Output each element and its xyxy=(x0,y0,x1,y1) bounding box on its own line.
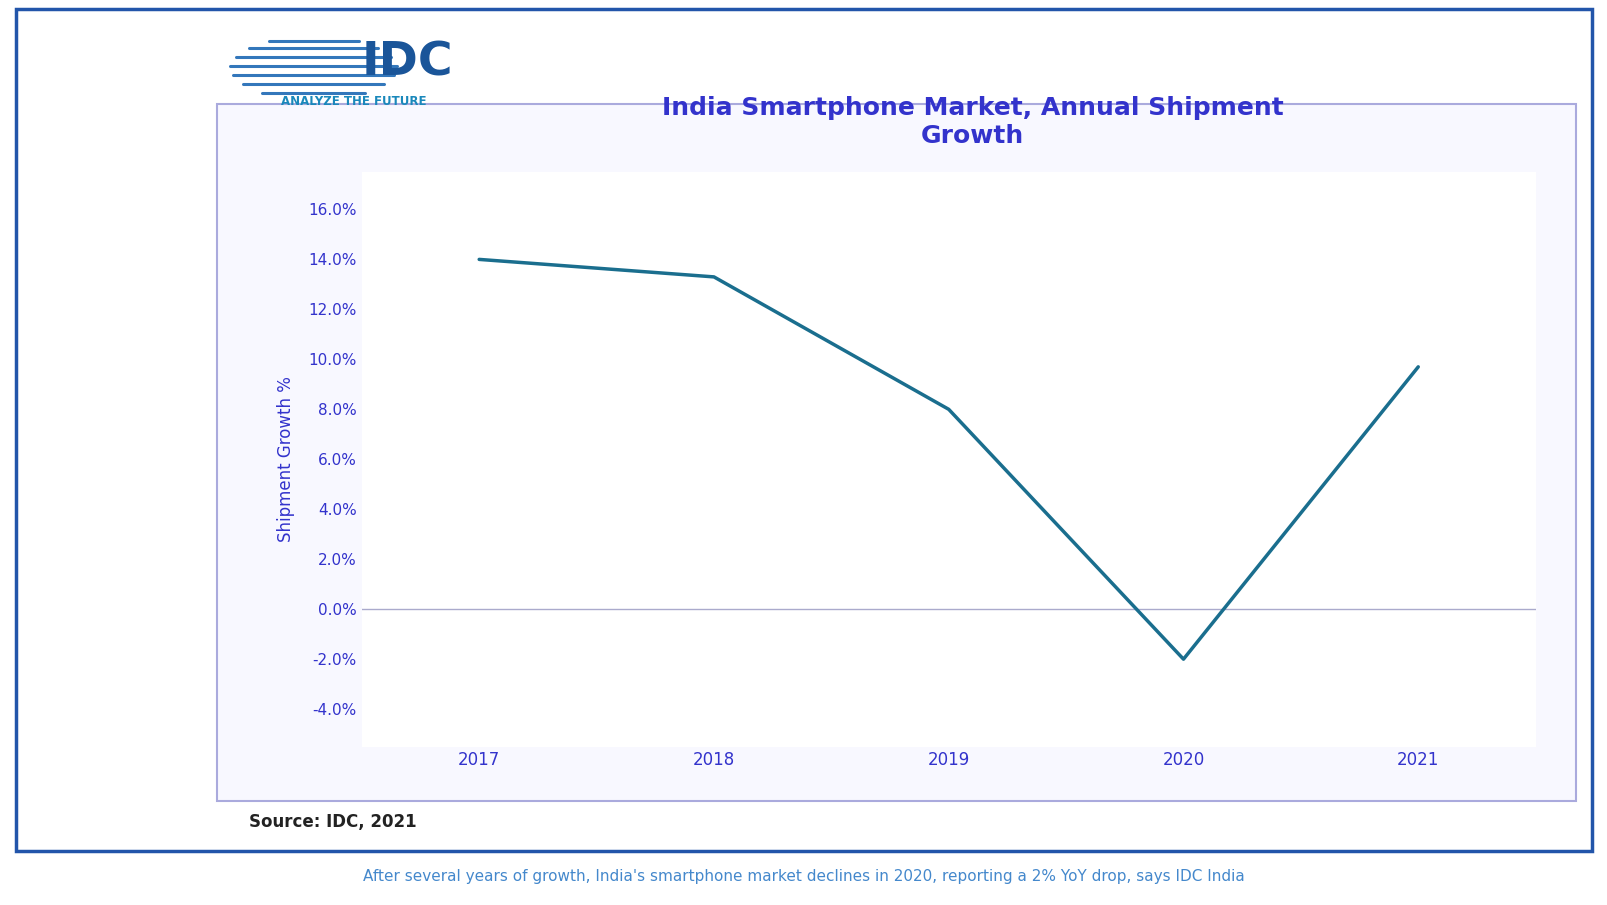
Text: Source: IDC, 2021: Source: IDC, 2021 xyxy=(249,813,416,831)
Text: IDC: IDC xyxy=(362,41,453,86)
Y-axis label: Shipment Growth %: Shipment Growth % xyxy=(276,376,294,542)
Text: India Smartphone Market, Annual Shipment
Growth: India Smartphone Market, Annual Shipment… xyxy=(662,96,1282,148)
Text: ANALYZE THE FUTURE: ANALYZE THE FUTURE xyxy=(281,95,426,108)
Bar xyxy=(217,104,1575,801)
Text: After several years of growth, India's smartphone market declines in 2020, repor: After several years of growth, India's s… xyxy=(363,869,1244,883)
